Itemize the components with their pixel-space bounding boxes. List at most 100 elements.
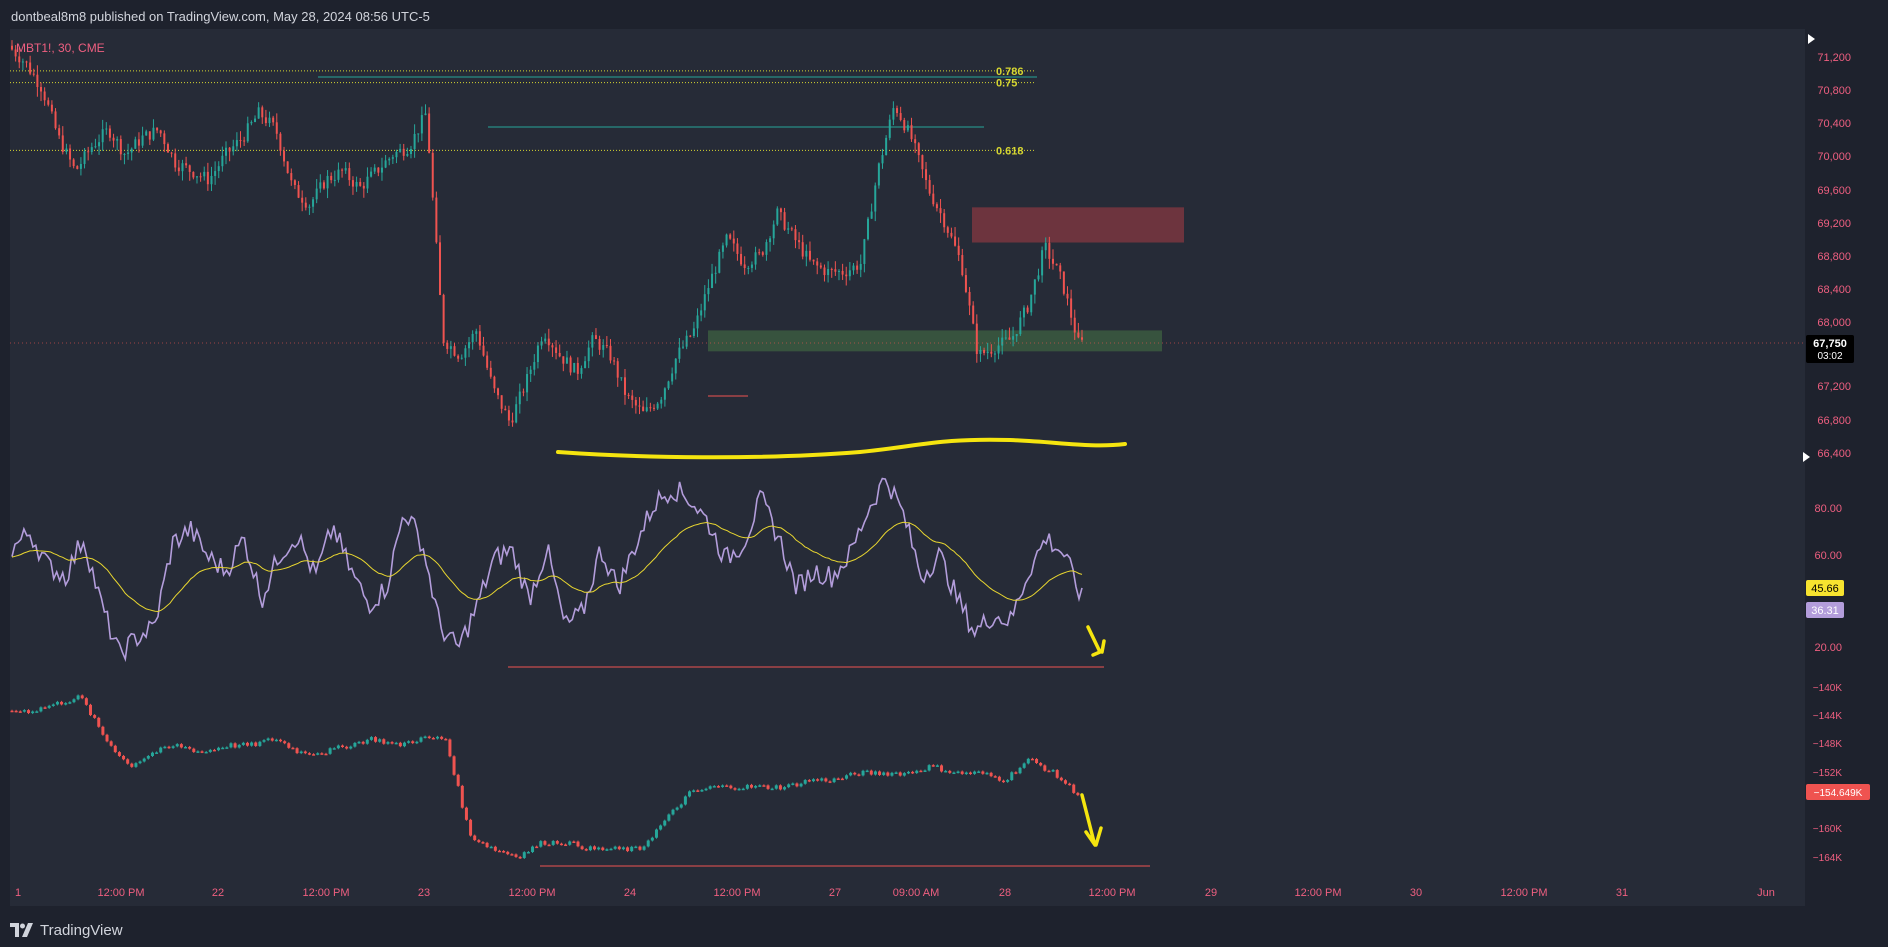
delta-bar[interactable]: [60, 700, 64, 706]
delta-bar[interactable]: [692, 789, 696, 793]
delta-bar[interactable]: [423, 735, 427, 739]
delta-bar[interactable]: [262, 739, 266, 743]
candle[interactable]: [348, 162, 351, 186]
delta-bar[interactable]: [196, 750, 200, 753]
candle[interactable]: [591, 332, 594, 357]
delta-bar[interactable]: [349, 745, 353, 750]
time-axis[interactable]: 1 12:00 PM 22 12:00 PM 23 12:00 PM 24 12:00 PM 2…: [15, 887, 1775, 899]
candle[interactable]: [29, 55, 32, 76]
candle[interactable]: [388, 157, 391, 166]
candle[interactable]: [373, 164, 376, 175]
delta-bar[interactable]: [667, 813, 671, 822]
delta-bar[interactable]: [588, 845, 592, 852]
delta-bar[interactable]: [258, 740, 262, 747]
candle[interactable]: [141, 126, 144, 148]
candle[interactable]: [656, 401, 659, 411]
delta-bar[interactable]: [175, 743, 179, 748]
delta-bar[interactable]: [973, 770, 977, 775]
candle[interactable]: [14, 45, 17, 62]
candle[interactable]: [954, 227, 957, 247]
candle[interactable]: [740, 246, 743, 267]
delta-bar[interactable]: [968, 771, 972, 775]
delta-bar[interactable]: [192, 747, 196, 753]
candle[interactable]: [671, 367, 674, 385]
delta-bar[interactable]: [489, 845, 493, 849]
candle[interactable]: [290, 168, 293, 186]
delta-bar[interactable]: [88, 703, 92, 717]
candle[interactable]: [413, 124, 416, 158]
candle[interactable]: [333, 170, 336, 187]
candle[interactable]: [283, 146, 286, 167]
delta-bar[interactable]: [345, 745, 349, 750]
candle[interactable]: [69, 144, 72, 168]
delta-bar[interactable]: [993, 775, 997, 778]
candle[interactable]: [1001, 329, 1004, 355]
delta-bar[interactable]: [460, 784, 464, 809]
candle[interactable]: [867, 216, 869, 241]
delta-bar[interactable]: [911, 770, 915, 774]
candle[interactable]: [54, 108, 57, 130]
candle[interactable]: [950, 227, 953, 239]
candle[interactable]: [210, 166, 213, 192]
delta-bar[interactable]: [1030, 757, 1034, 761]
delta-bar[interactable]: [869, 769, 873, 776]
candle[interactable]: [812, 259, 815, 265]
candle[interactable]: [903, 117, 906, 134]
candle[interactable]: [921, 154, 924, 179]
delta-bar[interactable]: [791, 782, 795, 786]
delta-bar[interactable]: [1010, 771, 1014, 782]
candle[interactable]: [678, 337, 681, 363]
candle[interactable]: [540, 336, 543, 350]
delta-bar[interactable]: [208, 748, 212, 753]
candle[interactable]: [551, 342, 554, 357]
delta-bar[interactable]: [365, 738, 369, 745]
delta-bar[interactable]: [956, 770, 960, 774]
candle[interactable]: [674, 358, 677, 380]
candle[interactable]: [384, 154, 387, 169]
candle[interactable]: [195, 176, 198, 184]
candle[interactable]: [362, 182, 365, 198]
delta-bar[interactable]: [1063, 779, 1067, 785]
delta-bar[interactable]: [840, 777, 844, 781]
candle[interactable]: [819, 262, 822, 270]
delta-bar[interactable]: [250, 741, 254, 747]
candle[interactable]: [682, 340, 685, 350]
delta-bar[interactable]: [807, 779, 811, 783]
candle[interactable]: [1081, 329, 1083, 342]
candle[interactable]: [417, 133, 420, 143]
candle[interactable]: [243, 136, 246, 146]
candle[interactable]: [943, 209, 946, 233]
delta-bar[interactable]: [142, 757, 146, 763]
candle[interactable]: [453, 342, 456, 357]
delta-bar[interactable]: [708, 785, 712, 790]
delta-bar[interactable]: [774, 784, 778, 790]
candle[interactable]: [565, 350, 568, 364]
candle[interactable]: [544, 333, 547, 344]
candle[interactable]: [696, 308, 699, 338]
delta-bar[interactable]: [150, 751, 154, 757]
candle[interactable]: [1026, 305, 1029, 314]
delta-bar[interactable]: [944, 769, 948, 773]
delta-bar[interactable]: [1039, 762, 1043, 767]
delta-bar[interactable]: [535, 845, 539, 849]
candle[interactable]: [301, 190, 304, 212]
candle[interactable]: [399, 143, 402, 153]
delta-bar[interactable]: [464, 806, 468, 821]
candle[interactable]: [685, 330, 688, 350]
candle[interactable]: [94, 138, 97, 149]
delta-bar[interactable]: [324, 752, 328, 756]
candle[interactable]: [428, 107, 431, 154]
delta-bar[interactable]: [341, 744, 345, 748]
delta-bar[interactable]: [754, 785, 758, 789]
candle[interactable]: [1055, 263, 1058, 266]
candle[interactable]: [322, 180, 325, 190]
candle[interactable]: [424, 104, 427, 116]
delta-bar[interactable]: [749, 783, 753, 789]
candle[interactable]: [598, 335, 601, 355]
candle[interactable]: [638, 397, 641, 415]
delta-bar[interactable]: [906, 770, 910, 775]
delta-bar[interactable]: [456, 773, 460, 787]
delta-bar[interactable]: [72, 698, 76, 704]
delta-bar[interactable]: [601, 846, 605, 851]
delta-bar[interactable]: [663, 819, 667, 827]
